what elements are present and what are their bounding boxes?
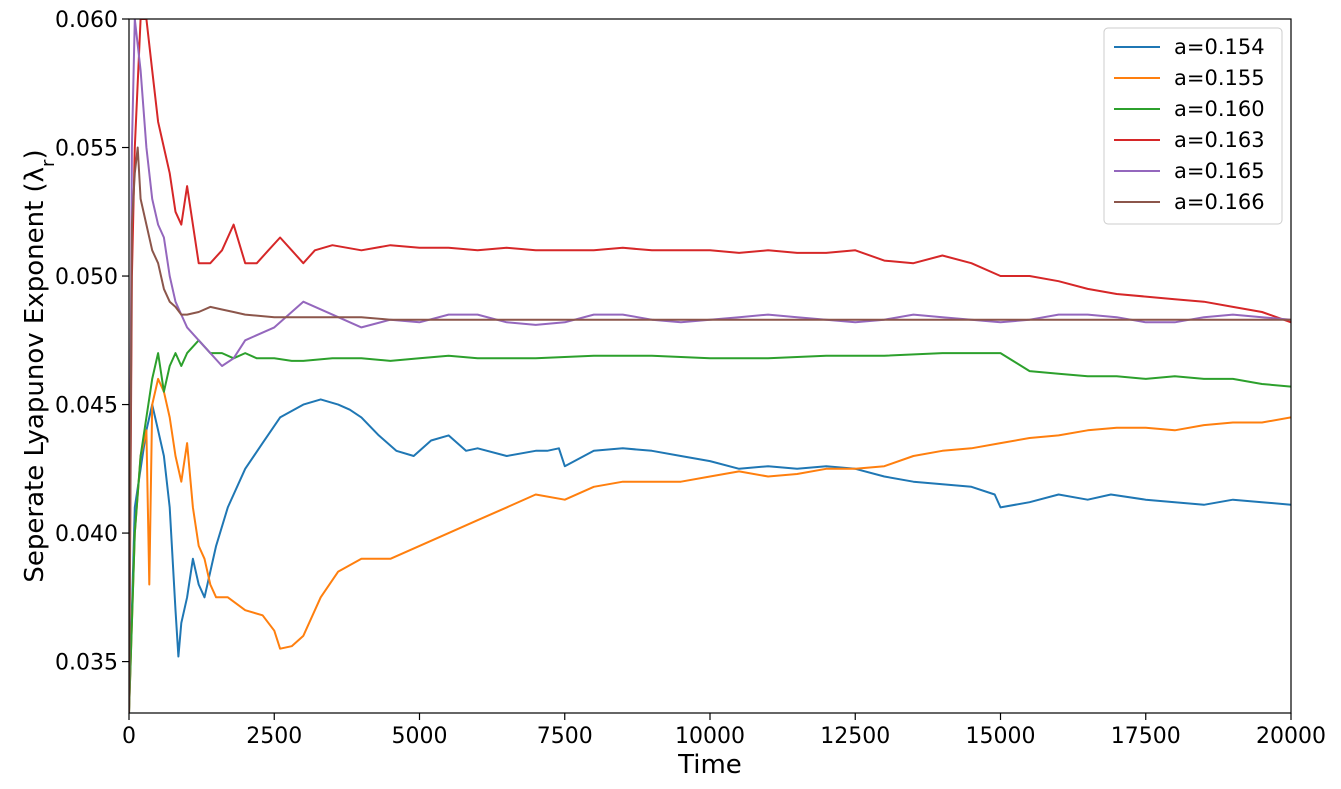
legend: a=0.154 a=0.155 a=0.160 a=0.163 a=0.165 a=0.1… (1103, 27, 1283, 225)
y-tick-label: 0.055 (55, 137, 118, 162)
legend-item: a=0.165 (1114, 159, 1265, 183)
legend-label: a=0.155 (1174, 66, 1265, 90)
x-tick-label: 5000 (392, 724, 448, 749)
x-tick-label: 10000 (675, 724, 745, 749)
y-tick-label: 0.050 (55, 265, 118, 290)
legend-item: a=0.163 (1114, 128, 1265, 152)
x-tick-label: 2500 (246, 724, 302, 749)
y-axis-label-main: Seperate Lyapunov Exponent (λ (20, 167, 50, 583)
y-axis-ticks: 0.035 0.040 0.045 0.050 0.055 0.060 (55, 8, 129, 676)
legend-item: a=0.160 (1114, 97, 1265, 121)
series-line-1 (129, 377, 1291, 713)
x-tick-label: 15000 (966, 724, 1036, 749)
y-tick-label: 0.060 (55, 8, 118, 33)
x-tick-label: 17500 (1111, 724, 1181, 749)
legend-label: a=0.163 (1174, 128, 1265, 152)
series-layer (129, 19, 1291, 713)
y-tick-label: 0.035 (55, 651, 118, 676)
x-tick-label: 0 (122, 724, 136, 749)
legend-item: a=0.154 (1114, 35, 1265, 59)
y-axis-label-subscript: r (38, 159, 59, 167)
x-axis-label: Time (677, 750, 742, 780)
legend-label: a=0.166 (1174, 190, 1265, 214)
legend-label: a=0.160 (1174, 97, 1265, 121)
series-line-4 (129, 19, 1291, 713)
legend-items: a=0.154 a=0.155 a=0.160 a=0.163 a=0.165 a=0.1… (1114, 35, 1265, 214)
x-tick-label: 7500 (537, 724, 593, 749)
series-line-5 (129, 146, 1291, 713)
x-axis-ticks: 0 2500 5000 7500 10000 12500 15000 17500 20000 (122, 713, 1326, 749)
x-tick-label: 20000 (1256, 724, 1326, 749)
x-tick-label: 12500 (820, 724, 890, 749)
legend-item: a=0.155 (1114, 66, 1265, 90)
y-axis-label: Seperate Lyapunov Exponent (λr) (20, 149, 59, 582)
legend-item: a=0.166 (1114, 190, 1265, 214)
legend-label: a=0.154 (1174, 35, 1265, 59)
y-axis-label-suffix: ) (20, 149, 50, 159)
series-line-2 (129, 339, 1291, 713)
y-tick-label: 0.040 (55, 522, 118, 547)
legend-label: a=0.165 (1174, 159, 1265, 183)
series-line-0 (129, 398, 1291, 713)
y-tick-label: 0.045 (55, 394, 118, 419)
series-line-3 (129, 19, 1291, 713)
